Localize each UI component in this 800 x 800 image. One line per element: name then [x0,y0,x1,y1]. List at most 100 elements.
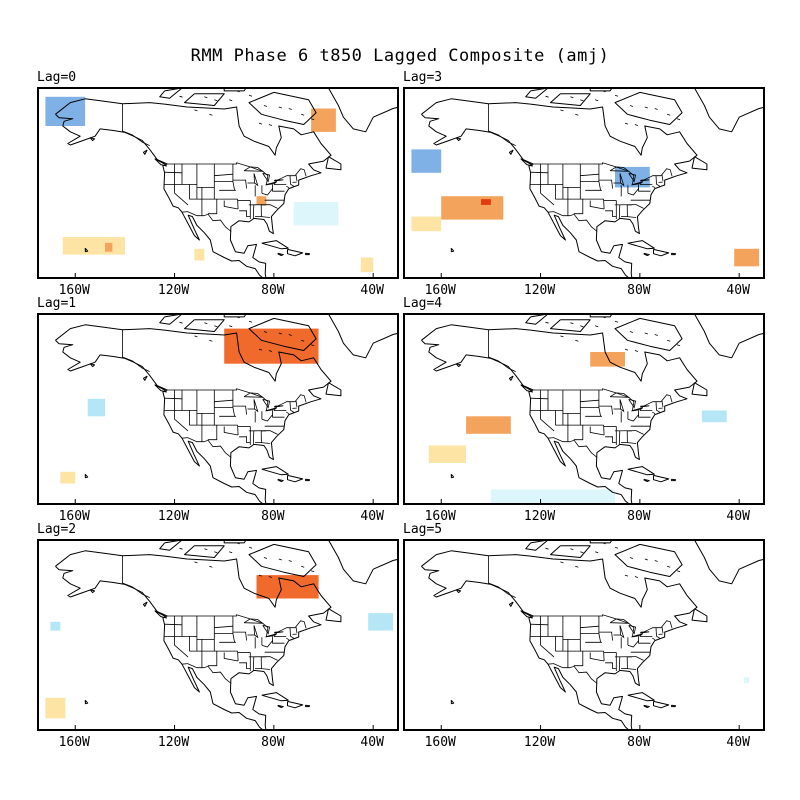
coast-fragment-lag1-12 [288,334,292,336]
great-lake-lag1-0 [243,392,264,398]
coast-fragment-lag5-5 [602,542,606,545]
state-boundary-lag4-38 [661,400,664,408]
state-boundary-lag2-28 [248,656,278,661]
coast-fragment-lag3-8 [624,122,629,125]
island-lag5-1 [550,545,591,558]
panel-frame-lag3 [403,87,765,279]
state-boundary-lag5-39 [652,637,656,641]
coast-fragment-lag5-3 [629,557,634,559]
state-boundary-lag4-13 [580,399,599,403]
lon-tick-label-lag3-3: 40W [726,283,750,298]
state-boundary-lag0-25 [255,204,262,218]
state-boundary-lag1-28 [248,430,278,435]
coast-fragment-lag3-1 [595,99,599,102]
great-lake-lag4-4 [640,405,650,408]
coast-fragment-lag2-4 [278,558,282,561]
coast-fragment-lag1-6 [214,325,218,328]
anomaly-pale_blue-lag0-5 [293,202,339,226]
map-panel-lag1 [37,313,399,505]
coast-fragment-lag5-0 [570,548,574,551]
island-lag4-7 [653,474,670,483]
island-lag2-13 [89,589,96,594]
coast-fragment-lag3-10 [667,113,671,116]
anomaly-blue-lag3-0 [411,149,442,173]
state-boundary-lag5-21 [598,631,613,641]
state-boundary-lag2-4 [232,616,235,643]
coast-fragment-lag0-2 [248,94,253,97]
state-boundary-lag5-18 [589,652,605,662]
coast-fragment-lag0-10 [301,113,305,116]
panel-label-lag2: Lag=2 [37,522,77,537]
coast-fragment-lag2-7 [179,547,183,550]
state-boundary-lag3-4 [598,164,601,191]
panel-label-lag3: Lag=3 [403,70,443,85]
island-lag0-13 [89,137,96,142]
state-boundary-lag3-32 [638,184,651,192]
great-lake-lag0-1 [253,173,259,187]
coast-fragment-lag0-7 [179,95,183,98]
greenland-coast-lag5 [692,540,764,585]
coast-fragment-lag2-9 [268,576,273,578]
state-boundary-lag4-24 [618,430,621,445]
state-boundary-lag0-9 [196,184,215,188]
national-border-lag3-0 [488,103,516,146]
anomaly-orange-lag0-4 [256,196,267,205]
lon-tick-label-lag4-0: 160W [424,509,456,524]
coast-fragment-lag5-9 [634,576,639,578]
anomaly-blue-lag0-0 [45,96,86,126]
great-lake-lag1-4 [274,405,284,408]
coast-fragment-lag4-4 [644,332,648,335]
island-lag1-12 [154,384,167,393]
national-border-lag1-0 [122,329,150,372]
coast-fragment-lag3-14 [560,109,564,112]
state-boundary-lag0-5 [164,171,183,174]
island-lag5-8 [670,704,677,708]
coast-fragment-lag5-14 [560,561,564,564]
coast-fragment-lag3-6 [580,99,584,102]
state-boundary-lag2-13 [214,625,233,629]
island-lag0-0 [248,91,317,125]
island-lag4-10 [450,473,455,479]
state-boundary-lag1-21 [232,405,247,415]
coast-fragment-lag5-6 [580,551,584,554]
island-lag3-9 [643,252,650,256]
island-lag3-6 [627,240,655,250]
anomaly-orange-lag0-3 [105,242,113,252]
coast-fragment-lag0-4 [278,106,282,109]
state-boundary-lag4-36 [655,401,661,413]
state-boundary-lag3-13 [580,173,599,177]
lon-tick-label-lag5-2: 80W [627,735,651,750]
island-lag0-6 [261,240,289,250]
coast-fragment-lag4-12 [654,334,658,336]
state-boundary-lag2-17 [207,651,218,667]
coastline-lag5 [421,550,698,730]
coast-fragment-lag4-2 [614,320,619,323]
island-lag4-8 [670,478,677,482]
state-boundary-lag0-24 [252,204,255,219]
coast-fragment-lag4-10 [667,339,671,342]
great-lake-lag3-0 [609,166,630,172]
state-boundary-lag0-4 [232,164,235,191]
coast-fragment-lag4-8 [624,348,629,351]
island-lag4-1 [550,319,591,332]
state-boundary-lag4-27 [627,442,637,444]
island-lag1-1 [184,319,225,332]
coastline-lag2 [55,550,332,730]
coast-fragment-lag3-11 [676,118,681,121]
panel-frame-lag4 [403,313,765,505]
state-boundary-lag5-28 [614,656,644,661]
map-panel-lag3 [403,87,765,279]
island-lag4-11 [509,375,514,381]
map-panel-lag0 [37,87,399,279]
national-border-lag3-2 [547,211,598,232]
coast-fragment-lag0-0 [204,96,208,99]
island-lag5-9 [643,704,650,708]
state-boundary-lag4-39 [652,411,656,415]
state-boundary-lag3-25 [621,204,628,218]
state-boundary-lag1-39 [286,411,290,415]
state-boundary-lag5-7 [540,636,555,658]
lon-tick-label-lag4-3: 40W [726,509,750,524]
island-lag4-9 [643,478,650,482]
state-boundary-lag4-4 [598,390,601,417]
state-boundary-lag0-18 [223,200,239,210]
